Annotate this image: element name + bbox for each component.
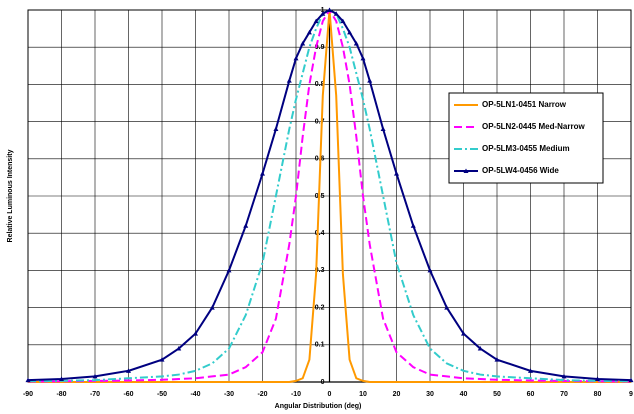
legend-label: OP-5LN1-0451 Narrow xyxy=(482,100,567,109)
data-point xyxy=(561,373,567,379)
data-point xyxy=(444,305,450,310)
x-tick-label: 40 xyxy=(460,391,468,398)
data-point xyxy=(628,377,634,383)
data-point xyxy=(367,78,373,83)
x-tick-label: -40 xyxy=(190,391,200,398)
data-point xyxy=(410,223,416,228)
y-tick-label: 0.1 xyxy=(315,342,325,349)
data-point xyxy=(340,18,346,24)
x-tick-label: 0 xyxy=(328,391,332,398)
legend-label: OP-5LM3-0455 Medium xyxy=(482,144,570,153)
y-tick-label: 0.8 xyxy=(315,81,325,88)
x-tick-label: -80 xyxy=(56,391,66,398)
legend-label: OP-5LW4-0456 Wide xyxy=(482,166,559,175)
data-point xyxy=(286,78,292,83)
data-point xyxy=(327,7,332,12)
data-point xyxy=(176,346,182,351)
data-point xyxy=(92,373,98,379)
x-tick-label: 10 xyxy=(359,391,367,398)
y-axis-title: Relative Luminous Intensity xyxy=(7,149,14,242)
x-tick-label: -90 xyxy=(23,391,33,398)
data-point xyxy=(595,376,600,382)
y-tick-label: 0.9 xyxy=(315,44,325,51)
data-point xyxy=(193,331,198,336)
data-point xyxy=(25,377,31,383)
x-tick-label: 20 xyxy=(393,391,401,398)
data-point xyxy=(209,305,215,310)
legend: OP-5LN1-0451 Narrow OP-5LN2-0445 Med-Narr… xyxy=(448,92,604,184)
data-point xyxy=(353,40,359,46)
y-tick-label: 0.7 xyxy=(315,118,325,125)
data-point xyxy=(126,368,131,373)
data-point xyxy=(300,40,306,46)
data-point xyxy=(360,55,366,61)
data-point xyxy=(226,267,232,273)
y-tick-label: 0.2 xyxy=(315,304,325,311)
x-tick-label: -30 xyxy=(224,391,234,398)
data-point xyxy=(380,126,386,132)
legend-marker xyxy=(463,168,469,173)
x-tick-label: -60 xyxy=(123,391,133,398)
x-tick-label: -50 xyxy=(157,391,167,398)
y-tick-label: 0.3 xyxy=(315,267,325,274)
data-point xyxy=(59,376,64,382)
x-tick-label: 9 xyxy=(629,391,633,398)
data-point xyxy=(293,55,299,61)
data-point xyxy=(394,171,399,176)
data-point xyxy=(320,11,326,16)
x-tick-label: 60 xyxy=(527,391,535,398)
x-tick-label: -10 xyxy=(291,391,301,398)
data-point xyxy=(273,126,279,132)
data-point xyxy=(427,267,433,273)
data-point xyxy=(461,331,466,336)
data-point xyxy=(313,18,319,24)
data-point xyxy=(260,171,265,176)
data-point xyxy=(528,368,533,373)
data-point xyxy=(477,346,483,351)
x-tick-label: 30 xyxy=(426,391,434,398)
x-tick-label: 80 xyxy=(594,391,602,398)
x-tick-label: 50 xyxy=(493,391,501,398)
data-point xyxy=(243,223,249,228)
data-point xyxy=(333,11,339,16)
y-tick-label: 1 xyxy=(321,7,325,14)
x-tick-label: -70 xyxy=(90,391,100,398)
data-point xyxy=(159,357,165,362)
legend-box xyxy=(448,92,604,184)
x-axis-title: Angular Distribution (deg) xyxy=(275,403,362,410)
data-point xyxy=(347,29,353,35)
x-tick-label: -20 xyxy=(257,391,267,398)
y-tick-label: 0.4 xyxy=(315,230,325,237)
legend-label: OP-5LN2-0445 Med-Narrow xyxy=(482,122,585,131)
x-tick-label: 70 xyxy=(560,391,568,398)
data-point xyxy=(494,357,500,362)
data-point xyxy=(306,29,312,35)
